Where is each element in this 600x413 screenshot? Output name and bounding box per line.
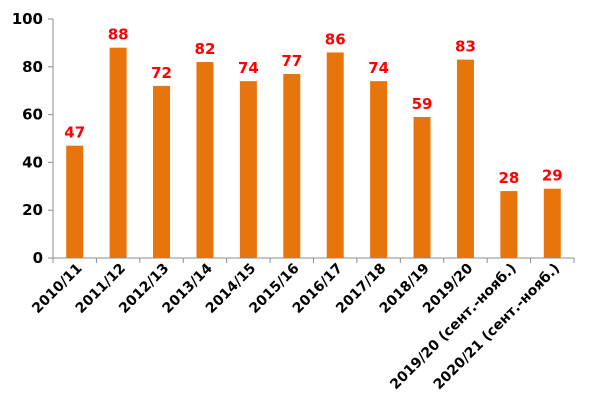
data-label: 59 — [412, 95, 433, 113]
data-label: 28 — [498, 169, 519, 187]
data-label: 47 — [64, 124, 85, 142]
data-label: 29 — [542, 167, 563, 185]
y-tick-labels: 0 20 40 60 80 100 — [12, 10, 43, 267]
bar — [543, 188, 561, 258]
y-tick-label: 80 — [22, 58, 43, 76]
data-labels: 47 88 72 82 74 77 86 74 59 83 28 29 — [64, 26, 562, 187]
data-label: 88 — [108, 26, 129, 44]
bars — [66, 47, 561, 259]
bar — [370, 81, 388, 258]
y-tick-label: 40 — [22, 153, 43, 171]
bar — [456, 59, 474, 258]
y-tick-label: 100 — [12, 10, 43, 28]
y-tick-label: 0 — [33, 249, 43, 267]
data-label: 74 — [238, 59, 259, 77]
bar — [196, 62, 214, 258]
bar — [326, 52, 344, 259]
bar — [500, 191, 518, 258]
data-label: 82 — [195, 40, 216, 58]
data-label: 72 — [151, 64, 172, 82]
bar — [239, 81, 257, 258]
y-tick-label: 60 — [22, 106, 43, 124]
bar — [283, 73, 301, 258]
data-label: 74 — [368, 59, 389, 77]
x-category-labels: 2010/112011/122012/132013/142014/152015/… — [29, 260, 563, 393]
axes — [48, 18, 575, 263]
bar — [109, 47, 127, 259]
data-label: 86 — [325, 30, 346, 48]
bar — [413, 116, 431, 259]
data-label: 83 — [455, 38, 476, 56]
bar — [153, 85, 171, 258]
y-tick-label: 20 — [22, 201, 43, 219]
data-label: 77 — [281, 52, 302, 70]
bar — [66, 145, 84, 258]
